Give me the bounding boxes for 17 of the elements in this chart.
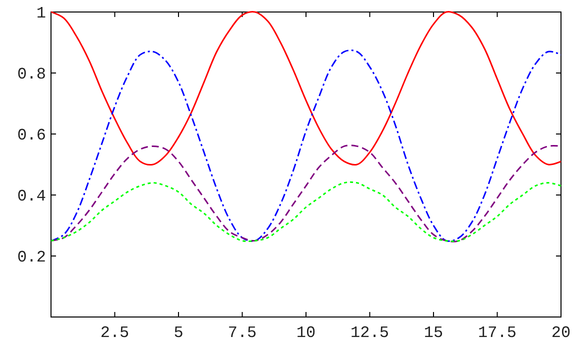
x-tick-label: 10 bbox=[296, 324, 316, 342]
y-tick-label: 0.4 bbox=[17, 188, 46, 206]
line-series bbox=[51, 144, 561, 242]
x-tick-label: 5 bbox=[174, 324, 184, 342]
x-tick-label: 20 bbox=[551, 324, 571, 342]
y-tick-label: 0.8 bbox=[17, 66, 46, 84]
x-tick-label: 7.5 bbox=[228, 324, 257, 342]
x-tick-label: 17.5 bbox=[478, 324, 516, 342]
x-tick-label: 12.5 bbox=[350, 324, 389, 342]
x-tick-label: 2.5 bbox=[100, 324, 130, 342]
x-tick-label: 15 bbox=[424, 324, 444, 342]
y-tick-label: 0.6 bbox=[17, 126, 46, 145]
y-tick-label: 1 bbox=[36, 4, 46, 23]
line-series bbox=[51, 50, 561, 242]
line-series bbox=[51, 181, 561, 242]
y-tick-label: 0.2 bbox=[17, 248, 46, 267]
line-series bbox=[51, 10, 561, 166]
